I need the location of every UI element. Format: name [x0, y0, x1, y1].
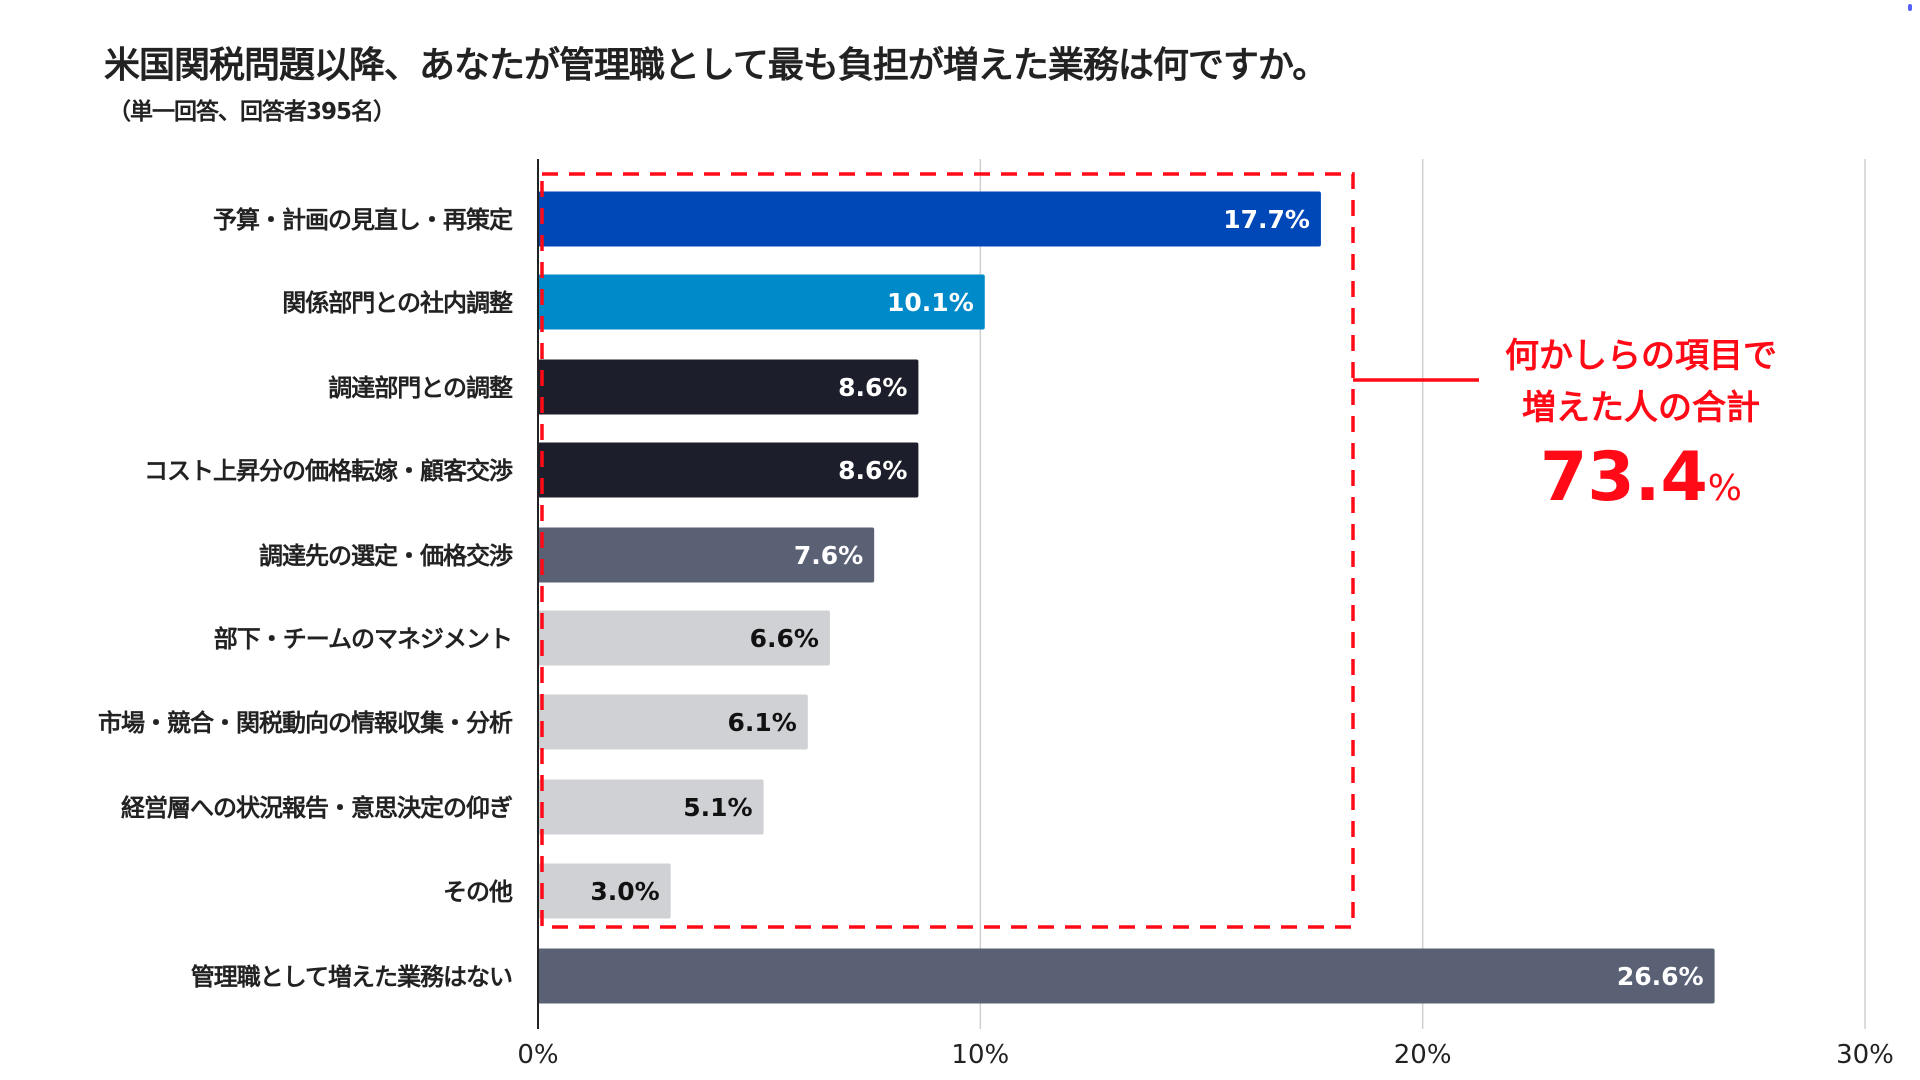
category-label: 調達部門との調整 [328, 374, 513, 402]
data-label: 5.1% [683, 793, 752, 822]
annotation-line2: 増えた人の合計 [1522, 388, 1760, 428]
category-label: コスト上昇分の価格転嫁・顧客交渉 [144, 457, 513, 485]
bar [538, 274, 985, 330]
annotation-value: 73.4 [1540, 438, 1708, 517]
indicator-dot [1908, 4, 1912, 11]
data-label: 8.6% [838, 373, 907, 402]
data-label: 6.1% [727, 708, 796, 737]
data-label: 7.6% [794, 541, 863, 570]
category-label: 管理職として増えた業務はない [191, 963, 512, 991]
bar [538, 694, 808, 750]
bar [538, 779, 764, 835]
category-label: 予算・計画の見直し・再策定 [213, 206, 513, 234]
annotation-line1: 何かしらの項目で [1505, 336, 1777, 376]
data-label: 8.6% [838, 456, 907, 485]
dashed-bracket-box [540, 172, 1355, 929]
data-label: 6.6% [750, 624, 819, 653]
category-label: 部下・チームのマネジメント [214, 625, 512, 653]
bar [538, 610, 830, 666]
annotation-unit: % [1707, 468, 1742, 509]
category-label: 調達先の選定・価格交渉 [259, 542, 513, 570]
x-tick-label: 30% [1836, 1040, 1894, 1070]
bar [538, 948, 1715, 1004]
category-label: 関係部門との社内調整 [282, 289, 513, 317]
annotation-total: 73.4% [1441, 438, 1841, 529]
data-label: 3.0% [590, 877, 659, 906]
chart-subtitle: （単一回答、回答者395名） [108, 99, 396, 125]
bar [538, 442, 919, 498]
bar [538, 863, 671, 919]
bar [538, 191, 1321, 247]
total-annotation: 何かしらの項目で 増えた人の合計 73.4% [1441, 330, 1841, 529]
category-label: 市場・競合・関税動向の情報収集・分析 [98, 709, 513, 737]
data-label: 17.7% [1223, 205, 1310, 234]
x-tick-label: 10% [951, 1040, 1009, 1070]
data-label: 10.1% [887, 288, 974, 317]
x-tick-label: 0% [517, 1040, 558, 1070]
category-label: 経営層への状況報告・意思決定の仰ぎ [121, 794, 513, 822]
bar [538, 359, 919, 415]
data-label: 26.6% [1617, 962, 1704, 991]
bar [538, 527, 875, 583]
chart-title: 米国関税問題以降、あなたが管理職として最も負担が増えた業務は何ですか。 [104, 45, 1328, 86]
category-label: その他 [443, 878, 513, 906]
x-tick-label: 20% [1394, 1040, 1452, 1070]
